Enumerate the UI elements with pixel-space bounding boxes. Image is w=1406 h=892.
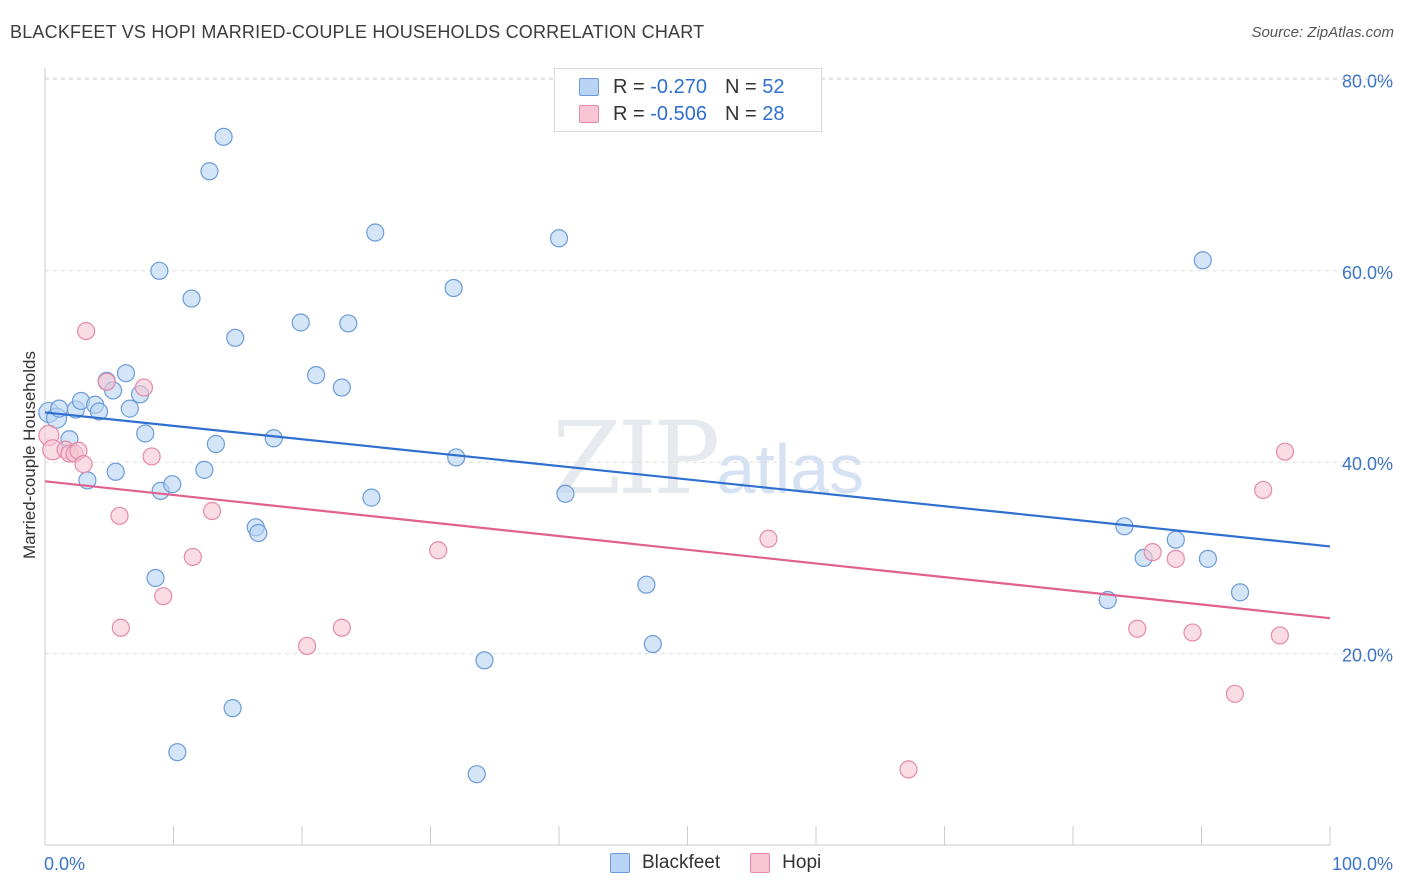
hopi-trend-line (44, 480, 1331, 620)
blackfeet-n-value: 52 (762, 75, 785, 98)
hopi-n-label: N = (724, 102, 757, 125)
blackfeet-point (195, 460, 214, 479)
chart-title: BLACKFEET VS HOPI MARRIED-COUPLE HOUSEHO… (10, 22, 705, 42)
blackfeet-r-value: -0.270 (650, 75, 707, 98)
hopi-legend-swatch (750, 853, 771, 873)
legend-item-hopi[interactable]: Hopi (750, 852, 821, 874)
hopi-point (899, 760, 918, 779)
watermark-zip: ZIP (552, 400, 720, 517)
blackfeet-swatch (579, 78, 599, 96)
hopi-point (202, 501, 222, 521)
hopi-point (1254, 480, 1273, 500)
blackfeet-point (332, 378, 351, 397)
blackfeet-point (226, 328, 245, 347)
hopi-point (759, 529, 778, 548)
blackfeet-point (556, 484, 575, 503)
blackfeet-point (264, 429, 283, 448)
hopi-point (111, 618, 130, 637)
blackfeet-point (150, 261, 169, 280)
blackfeet-point (182, 289, 201, 308)
blackfeet-point (89, 402, 109, 421)
hopi-point (77, 321, 96, 341)
blackfeet-point (136, 424, 155, 443)
legend-row-hopi: R = -0.506 N = 28 (555, 101, 784, 127)
legend-item-blackfeet[interactable]: Blackfeet (610, 852, 720, 874)
blackfeet-point (168, 743, 187, 762)
blackfeet-legend-swatch (610, 853, 630, 873)
hopi-point (1183, 623, 1202, 642)
blackfeet-point (206, 434, 226, 454)
blackfeet-point (223, 699, 242, 718)
x-tick-label: 0.0% (44, 854, 85, 874)
blackfeet-point (475, 651, 494, 670)
hopi-point (183, 547, 202, 567)
blackfeet-point (339, 314, 358, 333)
hopi-point (74, 455, 93, 474)
blackfeet-point (362, 488, 381, 507)
hopi-point (1166, 549, 1185, 568)
source-label: Source: ZipAtlas.com (1251, 24, 1394, 41)
blackfeet-point (106, 462, 125, 481)
hopi-r-label: R = (613, 102, 645, 125)
hopi-point (110, 506, 129, 525)
blackfeet-n-label: N = (724, 75, 757, 98)
blackfeet-point (146, 568, 165, 588)
y-tick-label: 20.0% (1342, 646, 1393, 666)
blackfeet-point (249, 523, 268, 543)
hopi-r-value: -0.506 (650, 102, 707, 125)
hopi-point (1270, 626, 1289, 645)
blackfeet-point (214, 127, 233, 146)
blackfeet-point (549, 229, 569, 248)
hopi-point (142, 447, 161, 466)
blackfeet-point (1166, 530, 1185, 549)
hopi-n-value: 28 (762, 102, 785, 125)
x-tick-label: 100.0% (1332, 854, 1393, 874)
legend-row-blackfeet: R = -0.270 N = 52 (555, 74, 784, 100)
hopi-point (154, 587, 173, 606)
y-tick-label: 80.0% (1342, 71, 1393, 91)
hopi-swatch (579, 105, 599, 123)
blackfeet-legend-label: Blackfeet (642, 852, 721, 873)
hopi-point (1128, 619, 1147, 638)
blackfeet-point (1230, 583, 1250, 602)
hopi-point (1225, 684, 1245, 703)
hopi-point (1143, 543, 1162, 562)
y-tick-label: 60.0% (1342, 263, 1393, 283)
blackfeet-point (643, 634, 662, 654)
series-legend: Blackfeet Hopi (610, 852, 851, 874)
y-tick-label: 40.0% (1342, 454, 1393, 474)
hopi-point (429, 541, 448, 560)
blackfeet-trend-line (44, 411, 1331, 548)
hopi-point (134, 378, 154, 397)
blackfeet-point (116, 364, 136, 383)
hopi-point (332, 618, 351, 637)
correlation-legend: R = -0.270 N = 52 R = -0.506 N = 28 (554, 68, 822, 132)
blackfeet-point (120, 399, 139, 418)
hopi-legend-label: Hopi (782, 852, 822, 873)
hopi-point (97, 372, 116, 391)
blackfeet-point (637, 575, 656, 594)
blackfeet-point (200, 162, 219, 181)
blackfeet-r-label: R = (613, 75, 645, 98)
watermark: ZIPatlas (552, 400, 864, 517)
blackfeet-point (444, 278, 463, 298)
blackfeet-point (366, 223, 385, 242)
blackfeet-point (1193, 251, 1212, 270)
blackfeet-point (467, 765, 486, 784)
blackfeet-point (291, 313, 310, 332)
hopi-point (298, 636, 317, 656)
blackfeet-point (1198, 549, 1218, 568)
hopi-point (1275, 442, 1295, 461)
blackfeet-point (163, 475, 182, 494)
blackfeet-point (447, 448, 466, 467)
blackfeet-point (307, 366, 326, 385)
